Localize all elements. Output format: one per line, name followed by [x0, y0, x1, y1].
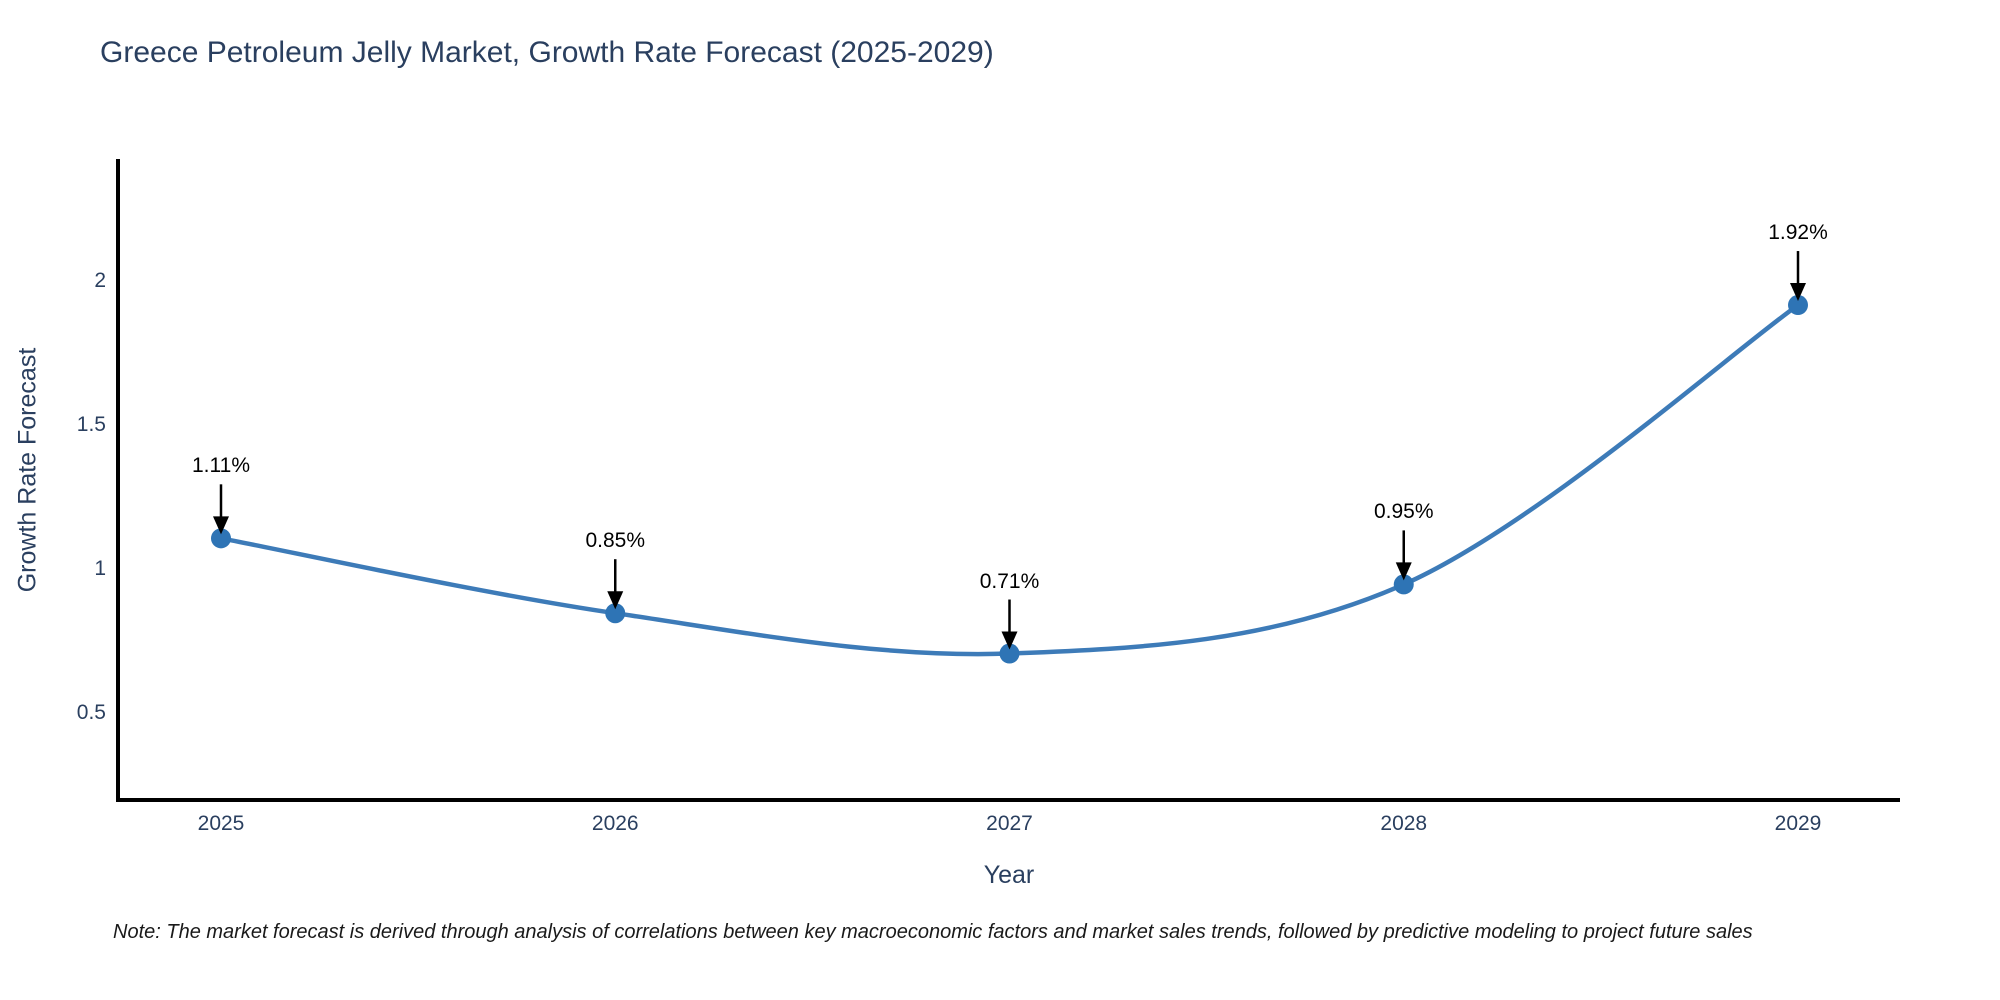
data-point-label: 0.85% — [585, 529, 646, 553]
data-point-label: 0.71% — [979, 569, 1040, 593]
data-point-label: 0.95% — [1373, 500, 1434, 524]
x-tick-label: 2028 — [1380, 812, 1428, 835]
data-point-marker — [999, 643, 1020, 664]
x-tick-label: 2027 — [986, 812, 1033, 835]
data-point-label: 1.92% — [1768, 221, 1828, 245]
annotation-arrow-head — [213, 516, 229, 535]
y-tick-label: 0.5 — [76, 701, 106, 724]
annotation-arrow-head — [1001, 631, 1018, 650]
y-tick-label: 1 — [94, 557, 106, 580]
annotation-arrow-head — [607, 591, 624, 610]
data-point-marker — [211, 528, 231, 549]
annotation-arrow-head — [1790, 283, 1806, 302]
annotation-arrow-head — [1395, 562, 1412, 581]
data-point-marker — [1393, 574, 1414, 595]
y-tick-label: 1.5 — [76, 413, 106, 436]
footnote: Note: The market forecast is derived thr… — [113, 921, 1753, 943]
x-tick-label: 2029 — [1774, 812, 1822, 835]
chart-title: Greece Petroleum Jelly Market, Growth Ra… — [100, 36, 994, 69]
data-point-marker — [605, 603, 626, 624]
y-axis-title: Growth Rate Forecast — [13, 347, 42, 593]
data-point-label: 1.11% — [192, 454, 250, 478]
x-tick-label: 2026 — [591, 812, 639, 835]
x-tick-label: 2025 — [197, 812, 245, 835]
data-point-marker — [1788, 295, 1808, 316]
y-tick-label: 2 — [94, 269, 106, 292]
x-axis-title: Year — [983, 861, 1035, 889]
